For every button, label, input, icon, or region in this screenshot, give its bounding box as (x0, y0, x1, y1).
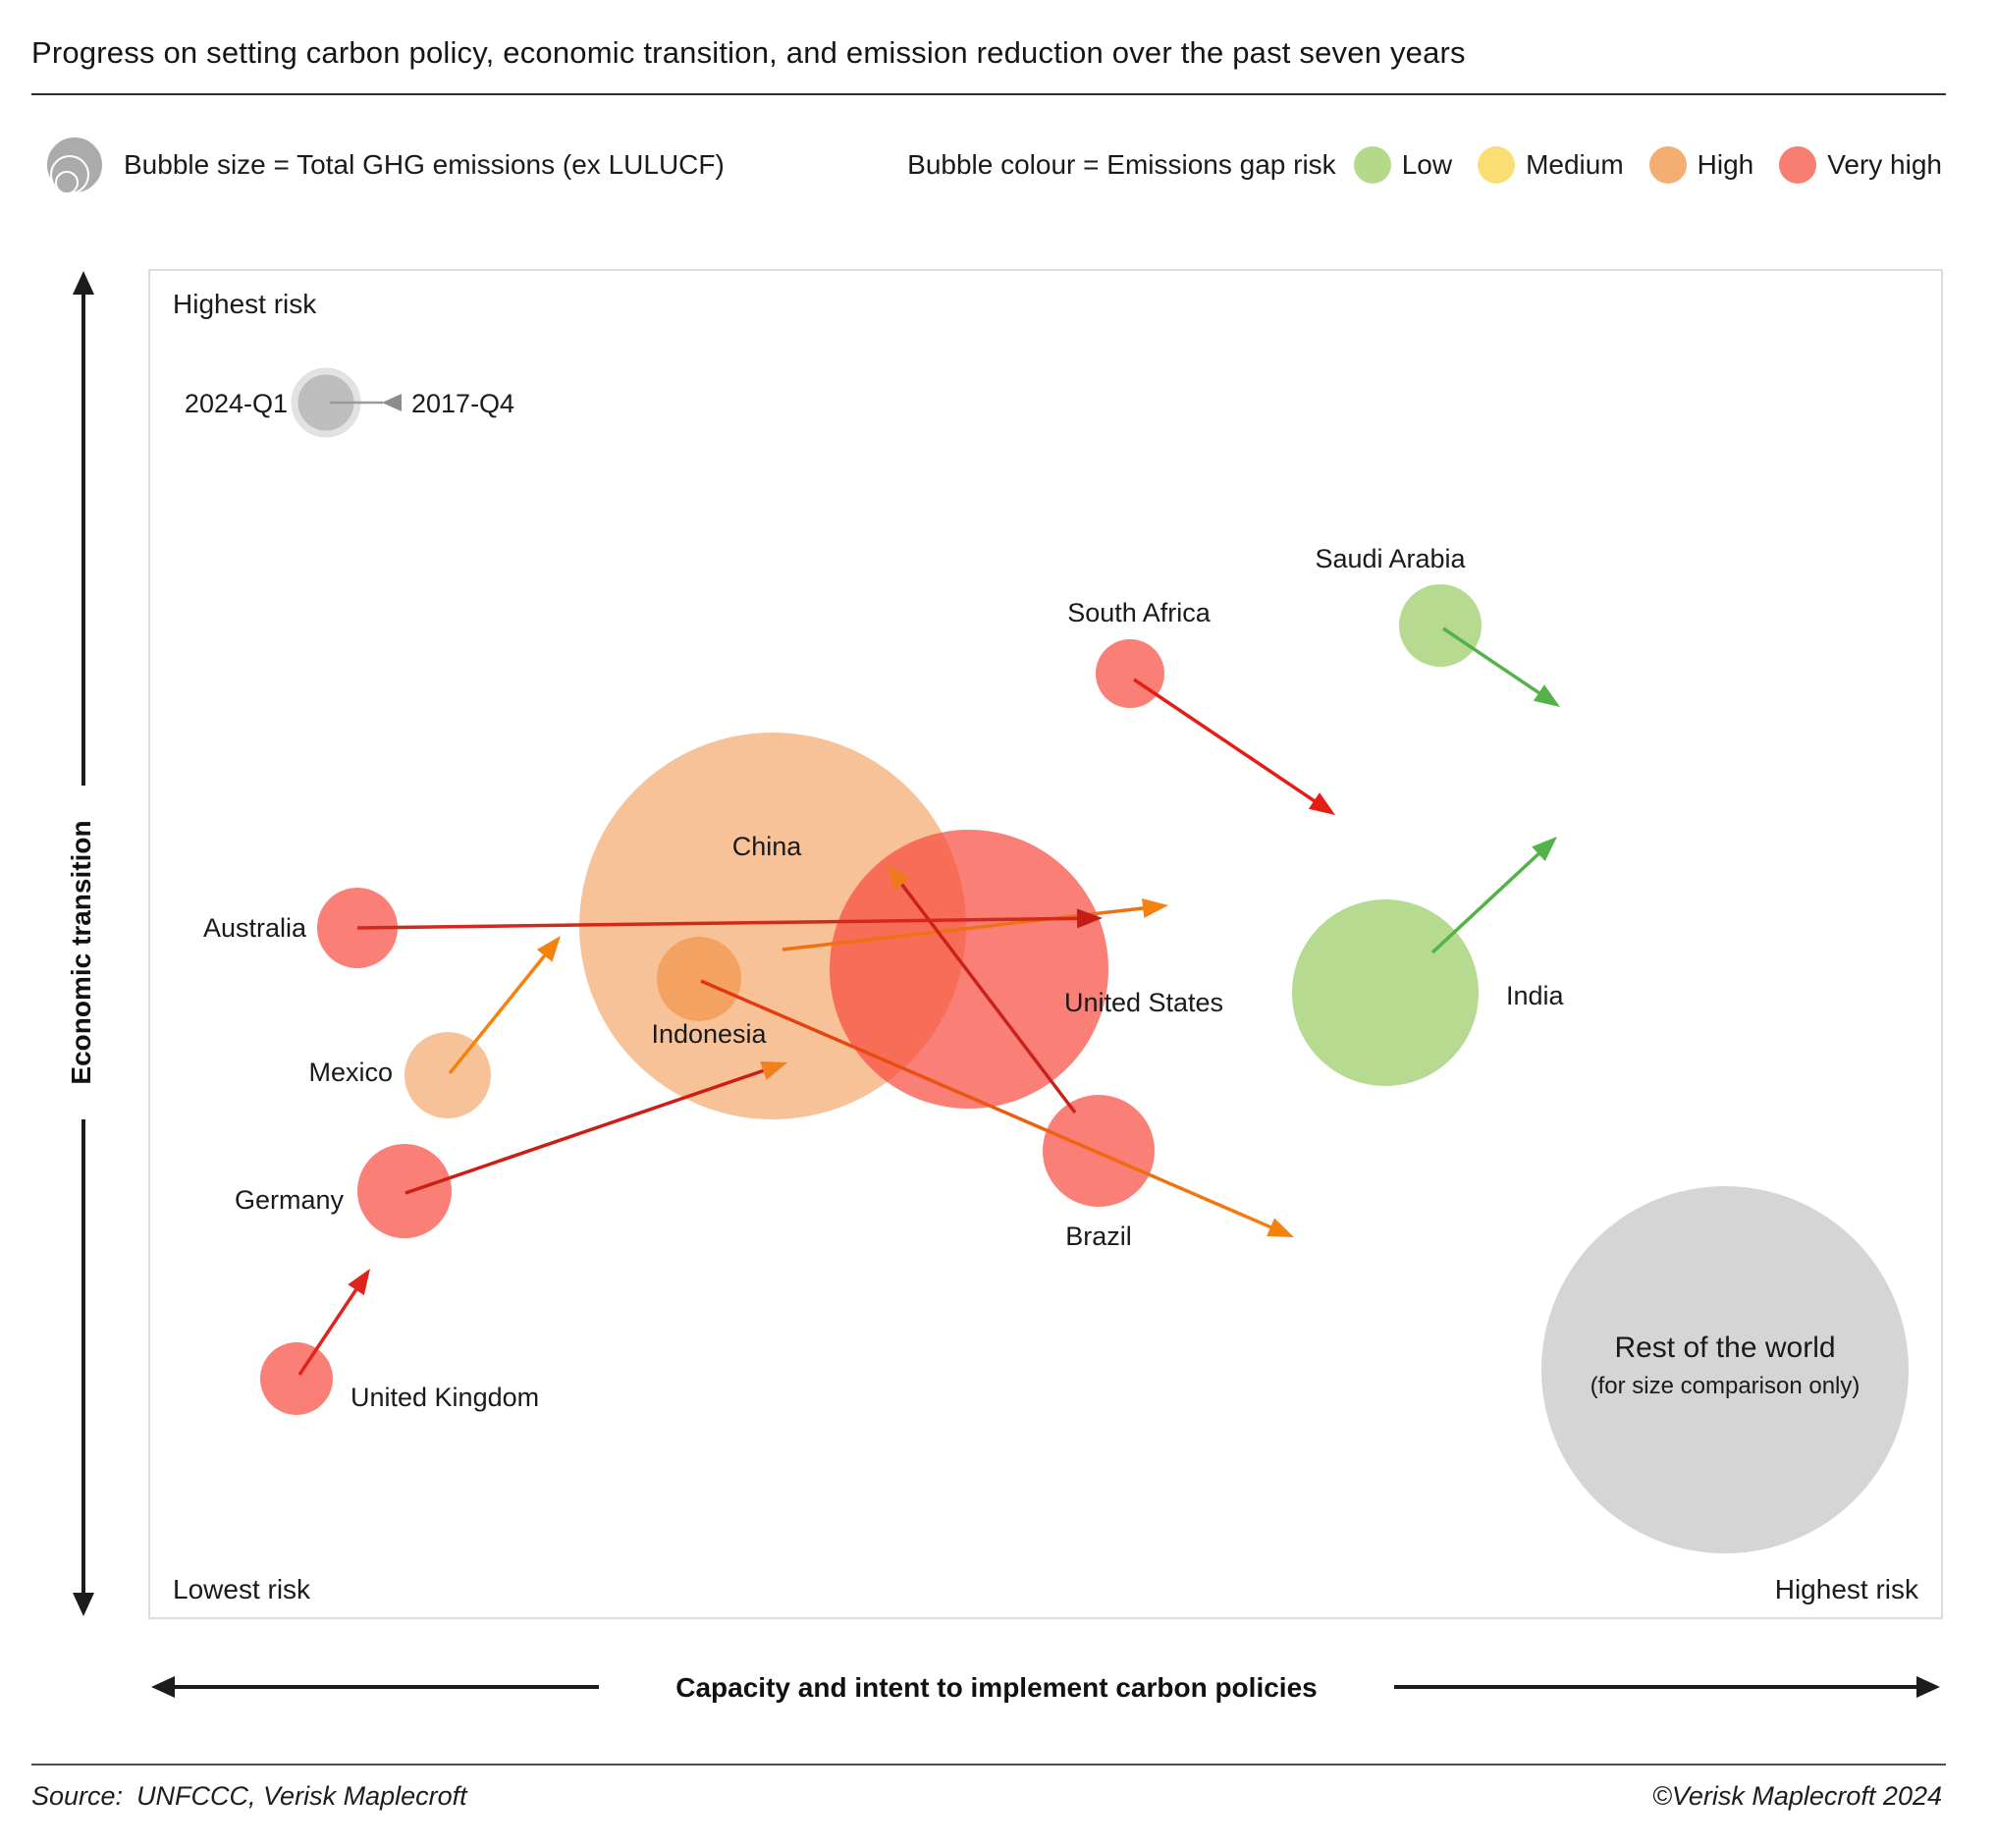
bubble-label-china: China (732, 832, 803, 861)
copyright-note: ©Verisk Maplecroft 2024 (1651, 1781, 1942, 1811)
trend-arrowhead-icon-indonesia (1267, 1218, 1294, 1237)
bubble-south-africa (1096, 639, 1164, 708)
trend-arrow-line-australia (356, 916, 1089, 930)
trend-arrowhead-icon-south-africa (1308, 792, 1335, 815)
time-key-previous-label: 2017-Q4 (411, 389, 514, 418)
footer-divider (31, 1764, 1946, 1766)
trend-arrow-line-india (1430, 844, 1548, 954)
trend-arrowhead-icon-mexico (536, 936, 561, 962)
bubble-label-united-states: United States (1064, 988, 1223, 1017)
y-axis-arrow-down-icon (73, 1593, 94, 1616)
corner-label-bottom-left: Lowest risk (173, 1574, 311, 1604)
trend-arrowhead-icon-united-states (887, 864, 910, 891)
trend-arrowhead-icon-australia (1076, 908, 1103, 929)
trend-arrowhead-icon-china (1142, 898, 1168, 918)
bubble-label-australia: Australia (203, 913, 307, 943)
trend-arrowhead-icon-united-kingdom (348, 1269, 370, 1296)
trend-arrow-line-united-kingdom (297, 1278, 364, 1376)
legend-item-very-high: Very high (1779, 146, 1942, 184)
trend-arrow-line-united-states (893, 874, 1077, 1114)
legend-dot-icon (1478, 146, 1516, 184)
time-key-current-label: 2024-Q1 (185, 389, 288, 418)
bubbles-layer (260, 584, 1909, 1553)
x-axis-arrow-left-icon (151, 1676, 175, 1698)
trend-arrow-line-south-africa (1133, 678, 1325, 809)
legend-item-label: Low (1401, 149, 1453, 180)
bubble-size-icon (45, 136, 104, 194)
color-legend-items: Low Medium High Very high (1353, 146, 1942, 184)
arrows-layer (297, 626, 1560, 1376)
bubble-sublabel-rest-of-the-world: (for size comparison only) (1591, 1373, 1860, 1399)
legend-dot-icon (1648, 146, 1687, 184)
trend-arrow-line-china (782, 904, 1155, 951)
trend-arrowhead-icon-germany (760, 1060, 787, 1080)
corner-label-top-left: Highest risk (173, 289, 317, 319)
bubble-mexico (404, 1032, 491, 1118)
bubble-united-states (830, 830, 1108, 1109)
bubble-united-kingdom (260, 1342, 333, 1415)
bubble-label-indonesia: Indonesia (651, 1019, 767, 1049)
legend-item-label: Very high (1827, 149, 1942, 180)
bubble-label-germany: Germany (235, 1185, 345, 1215)
bubble-indonesia (657, 937, 741, 1021)
bubble-rest-of-the-world (1541, 1186, 1909, 1553)
bubble-label-brazil: Brazil (1065, 1222, 1132, 1251)
x-axis-arrow-right-icon (1916, 1676, 1940, 1698)
trend-arrow-line-saudi-arabia (1442, 626, 1550, 701)
bubble-label-rest-of-the-world: Rest of the world (1614, 1332, 1835, 1364)
bubble-germany (357, 1144, 452, 1238)
bubble-brazil (1043, 1095, 1155, 1207)
legend-item-medium: Medium (1478, 146, 1624, 184)
legend-item-label: Medium (1526, 149, 1624, 180)
bubble-label-india: India (1506, 981, 1565, 1010)
corner-label-bottom-right: Highest risk (1775, 1574, 1919, 1604)
legend-dot-icon (1353, 146, 1391, 184)
bubble-label-saudi-arabia: Saudi Arabia (1315, 544, 1466, 573)
source-text: UNFCCC, Verisk Maplecroft (136, 1781, 467, 1811)
trend-arrowhead-icon-saudi-arabia (1533, 684, 1560, 707)
bubble-label-mexico: Mexico (308, 1058, 393, 1087)
legend-item-label: High (1697, 149, 1754, 180)
size-legend: Bubble size = Total GHG emissions (ex LU… (37, 132, 725, 198)
time-key-arrowhead-icon (382, 394, 402, 411)
color-legend: Bubble colour = Emissions gap risk Low Me… (907, 132, 1942, 198)
source-prefix: Source: (31, 1781, 124, 1811)
bubble-india (1292, 899, 1479, 1086)
y-axis-label: Economic transition (66, 820, 96, 1084)
time-key: 2024-Q1 2017-Q4 (185, 367, 514, 438)
legend-dot-icon (1779, 146, 1817, 184)
bubble-saudi-arabia (1399, 584, 1482, 667)
trend-arrow-line-indonesia (700, 979, 1282, 1233)
trend-arrow-line-mexico (448, 946, 554, 1075)
trend-arrow-line-germany (404, 1064, 776, 1195)
bubble-label-united-kingdom: United Kingdom (350, 1383, 539, 1412)
size-icon-small-circle (55, 171, 79, 194)
trend-arrowhead-icon-india (1532, 837, 1557, 862)
y-axis-arrow-up-icon (73, 271, 94, 295)
legend-item-high: High (1648, 146, 1754, 184)
size-legend-label: Bubble size = Total GHG emissions (ex LU… (124, 149, 725, 180)
x-axis-label: Capacity and intent to implement carbon … (675, 1672, 1317, 1703)
bubble-label-south-africa: South Africa (1067, 598, 1212, 627)
y-axis: Economic transition (66, 271, 96, 1616)
color-legend-label: Bubble colour = Emissions gap risk (907, 149, 1336, 180)
x-axis: Capacity and intent to implement carbon … (151, 1672, 1940, 1703)
labels-layer: China United States Indonesia Saudi Arabia S… (203, 544, 1860, 1412)
page-title: Progress on setting carbon policy, econo… (31, 35, 1466, 70)
source-note: Source: UNFCCC, Verisk Maplecroft (31, 1781, 467, 1812)
top-divider (31, 93, 1946, 95)
legend-item-low: Low (1353, 146, 1453, 184)
